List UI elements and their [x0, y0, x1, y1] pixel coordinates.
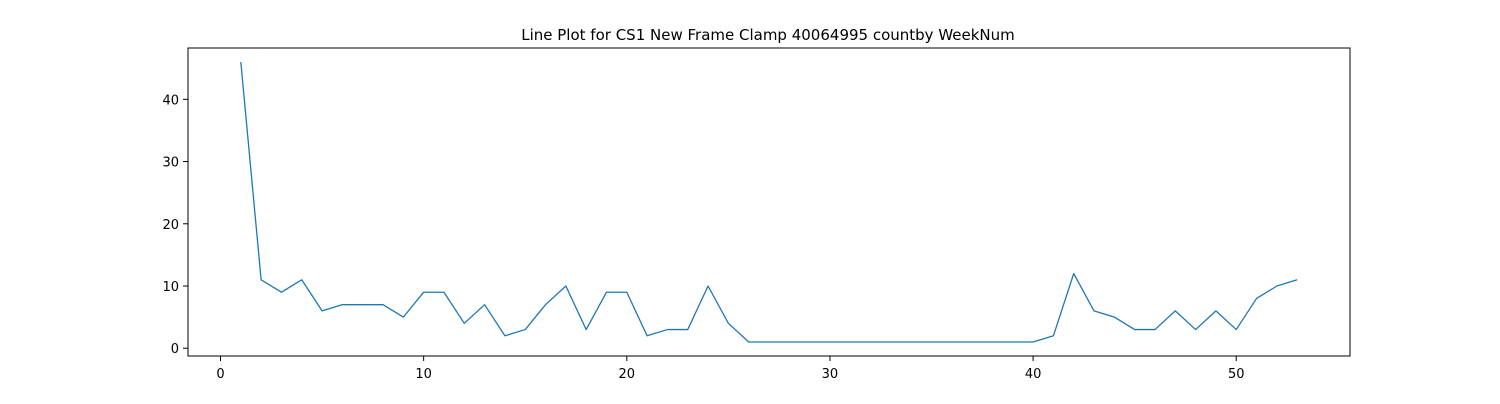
y-tick-label: 40 — [162, 93, 179, 108]
y-tick-label: 10 — [162, 280, 179, 295]
x-tick-label: 50 — [1228, 367, 1245, 382]
x-tick-label: 10 — [415, 367, 432, 382]
plot-area-frame — [187, 47, 1351, 357]
x-tick-label: 30 — [822, 367, 839, 382]
y-tick-label: 0 — [171, 342, 179, 357]
y-tick-label: 30 — [162, 156, 179, 171]
x-tick-label: 40 — [1025, 367, 1042, 382]
y-tick-label: 20 — [162, 218, 179, 233]
x-tick-label: 20 — [619, 367, 636, 382]
x-tick-label: 0 — [216, 367, 224, 382]
chart-title: Line Plot for CS1 New Frame Clamp 400649… — [521, 26, 1015, 44]
series-line — [240, 61, 1298, 343]
